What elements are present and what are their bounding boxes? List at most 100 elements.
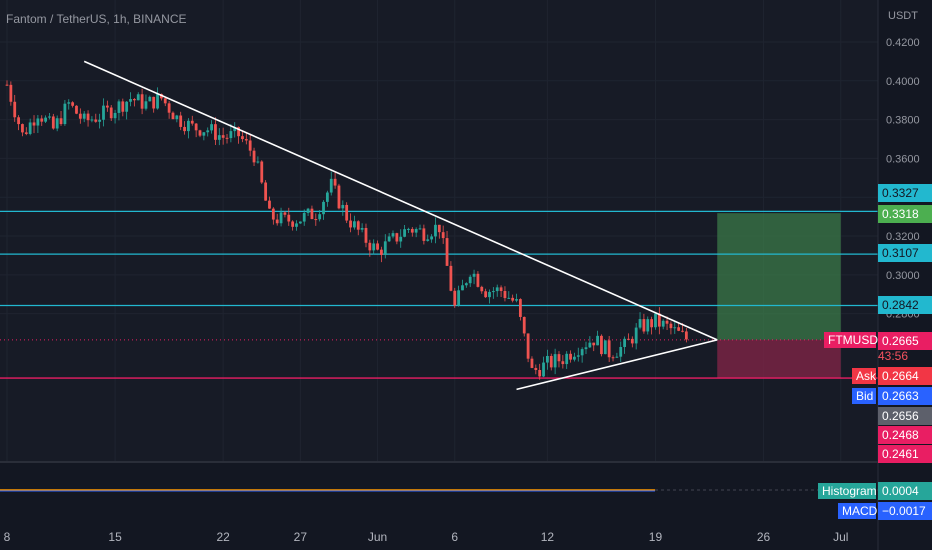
macd-label: MACD bbox=[838, 503, 877, 519]
candle-body bbox=[148, 96, 152, 102]
candle-body bbox=[306, 208, 310, 213]
candle-body bbox=[588, 342, 592, 348]
candle-body bbox=[522, 316, 526, 334]
candle-body bbox=[187, 120, 190, 132]
candle-body bbox=[542, 362, 545, 377]
candle-body bbox=[430, 236, 433, 240]
candle-body bbox=[102, 105, 105, 120]
candle-body bbox=[287, 214, 291, 222]
descending-trendline bbox=[83, 60, 718, 341]
candle-body bbox=[194, 123, 198, 131]
x-tick-label: 19 bbox=[649, 530, 663, 544]
level-badge-3: 0.2842 bbox=[878, 296, 932, 314]
candle-body bbox=[476, 273, 480, 287]
histogram-label: Histogram bbox=[818, 483, 877, 499]
candle-body bbox=[28, 122, 32, 134]
candle-body bbox=[75, 105, 78, 114]
candle-body bbox=[557, 354, 561, 362]
candle-body bbox=[132, 99, 136, 101]
x-tick-label: Jul bbox=[833, 530, 848, 544]
candle-body bbox=[503, 290, 507, 299]
y-tick-label: 0.3800 bbox=[886, 115, 920, 127]
candle-body bbox=[484, 291, 488, 298]
candle-body bbox=[383, 241, 387, 255]
candle-body bbox=[403, 229, 406, 237]
candle-body bbox=[449, 265, 453, 291]
candle-body bbox=[580, 349, 584, 356]
candle-body bbox=[17, 117, 20, 125]
bid-price-badge: 0.2663 bbox=[878, 387, 932, 405]
candle-body bbox=[78, 113, 82, 119]
candle-body bbox=[117, 101, 121, 113]
candle-body bbox=[94, 119, 98, 122]
candle-body bbox=[684, 331, 688, 340]
candle-body bbox=[156, 93, 159, 109]
candle-body bbox=[534, 367, 538, 370]
candle-body bbox=[105, 105, 109, 108]
price-axis: 0.42000.40000.38000.36000.34000.32000.30… bbox=[877, 0, 920, 550]
candle-body bbox=[295, 223, 298, 227]
loss-zone bbox=[717, 339, 841, 379]
candle-body bbox=[5, 84, 9, 86]
candle-body bbox=[515, 299, 518, 301]
candle-body bbox=[329, 178, 333, 193]
candle-body bbox=[526, 333, 530, 359]
candle-body bbox=[21, 124, 24, 133]
candle-body bbox=[530, 358, 534, 368]
horizontal-levels bbox=[0, 210, 878, 379]
candle-body bbox=[279, 212, 283, 224]
candle-body bbox=[36, 118, 40, 126]
candle-body bbox=[569, 353, 572, 360]
x-tick-label: 26 bbox=[757, 530, 771, 544]
candle-body bbox=[40, 118, 44, 122]
candle-body bbox=[59, 118, 63, 125]
candle-body bbox=[144, 101, 148, 109]
candle-body bbox=[275, 219, 279, 224]
candle-body bbox=[256, 161, 260, 163]
candle-body bbox=[634, 327, 638, 344]
candle-body bbox=[325, 192, 329, 202]
y-tick-label: 0.4200 bbox=[886, 37, 920, 49]
candle-body bbox=[90, 119, 94, 121]
candle-body bbox=[650, 319, 654, 328]
candle-body bbox=[642, 319, 646, 332]
symbol-title[interactable]: Fantom / TetherUS, 1h, BINANCE bbox=[6, 12, 187, 26]
candle-body bbox=[380, 249, 383, 255]
candle-body bbox=[206, 130, 210, 133]
x-tick-label: 6 bbox=[451, 530, 458, 544]
candle-body bbox=[360, 227, 364, 230]
currency-label: USDT bbox=[888, 10, 918, 22]
candle-body bbox=[353, 221, 356, 228]
candle-body bbox=[333, 178, 337, 186]
candle-body bbox=[495, 287, 499, 292]
candle-body bbox=[657, 313, 661, 327]
candle-body bbox=[349, 220, 352, 228]
candle-body bbox=[480, 286, 484, 292]
candle-body bbox=[32, 122, 36, 126]
candle-body bbox=[302, 212, 306, 222]
candle-body bbox=[241, 136, 244, 140]
candle-body bbox=[121, 101, 125, 112]
time-axis: 8 15 22 27 Jun 6 12 19 26 Jul bbox=[4, 530, 849, 544]
candle-body bbox=[665, 320, 669, 324]
x-tick-label: 27 bbox=[294, 530, 308, 544]
candle-body bbox=[434, 224, 437, 237]
support-badge: 0.2468 bbox=[878, 426, 932, 444]
x-tick-label: 15 bbox=[108, 530, 122, 544]
candle-body bbox=[190, 120, 194, 124]
candle-body bbox=[271, 208, 275, 220]
y-tick-label: 0.3600 bbox=[886, 153, 920, 165]
candle-body bbox=[341, 204, 345, 209]
candle-body bbox=[457, 290, 461, 306]
candle-body bbox=[225, 137, 229, 139]
candle-body bbox=[507, 297, 511, 299]
candle-body bbox=[364, 227, 368, 243]
candle-body bbox=[565, 353, 569, 365]
candle-body bbox=[229, 131, 233, 139]
candle-body bbox=[464, 283, 468, 286]
position-zones bbox=[717, 213, 841, 379]
candle-body bbox=[422, 228, 426, 241]
candle-body bbox=[152, 96, 156, 109]
candle-body bbox=[345, 204, 349, 221]
